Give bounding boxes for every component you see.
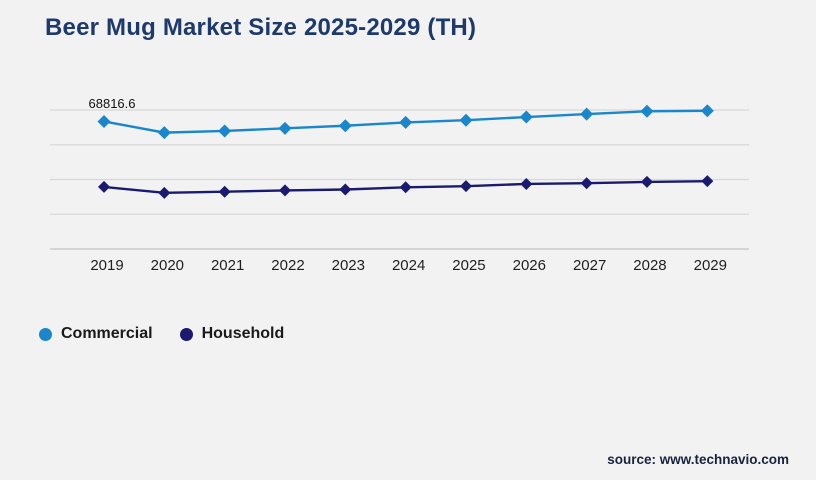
- data-point-commercial-2025: [459, 113, 473, 127]
- data-point-household-2023: [339, 183, 352, 196]
- data-point-commercial-2019: [97, 114, 111, 128]
- data-point-household-2028: [640, 175, 653, 188]
- data-point-commercial-2029: [700, 104, 714, 118]
- legend-item-commercial[interactable]: Commercial: [39, 325, 153, 343]
- household-legend-dot-icon: [179, 327, 193, 341]
- x-tick-label-2022: 2022: [271, 257, 304, 274]
- x-tick-label-2020: 2020: [151, 257, 184, 274]
- commercial-legend-dot-icon: [39, 327, 52, 341]
- x-tick-label-2026: 2026: [513, 257, 546, 274]
- data-point-household-2027: [580, 177, 593, 190]
- x-tick-label-2025: 2025: [452, 257, 485, 274]
- data-point-household-2019: [98, 180, 110, 193]
- legend-label-commercial: Commercial: [61, 325, 153, 342]
- data-point-commercial-2024: [399, 115, 413, 129]
- data-point-household-2021: [218, 185, 231, 198]
- x-tick-label-2021: 2021: [211, 257, 244, 274]
- data-point-household-2020: [158, 186, 171, 199]
- data-point-household-2022: [278, 184, 291, 197]
- x-tick-label-2019: 2019: [90, 257, 123, 274]
- data-point-household-2029: [701, 175, 714, 188]
- source-attribution: source: www.technavio.com: [607, 452, 789, 467]
- x-tick-label-2023: 2023: [332, 257, 365, 274]
- page-title: Beer Mug Market Size 2025-2029 (TH): [45, 14, 477, 41]
- data-point-commercial-2028: [640, 104, 654, 118]
- legend-label-household: Household: [201, 325, 285, 342]
- data-point-household-2025: [459, 180, 472, 193]
- legend-item-household[interactable]: Household: [179, 325, 285, 343]
- data-point-commercial-2020: [157, 126, 171, 140]
- x-tick-label-2027: 2027: [573, 257, 606, 274]
- x-tick-label-2028: 2028: [633, 257, 666, 274]
- data-point-commercial-2022: [278, 121, 292, 135]
- data-point-commercial-2027: [580, 107, 594, 121]
- x-tick-label-2029: 2029: [694, 257, 727, 274]
- data-point-commercial-2026: [519, 110, 533, 124]
- data-point-commercial-2021: [218, 124, 232, 138]
- data-point-household-2026: [520, 177, 533, 190]
- data-point-commercial-2023: [338, 119, 352, 133]
- data-point-household-2024: [399, 181, 412, 194]
- point-data-label: 68816.6: [89, 96, 136, 111]
- x-tick-label-2024: 2024: [392, 257, 425, 274]
- chart-legend: Commercial Household: [39, 325, 284, 343]
